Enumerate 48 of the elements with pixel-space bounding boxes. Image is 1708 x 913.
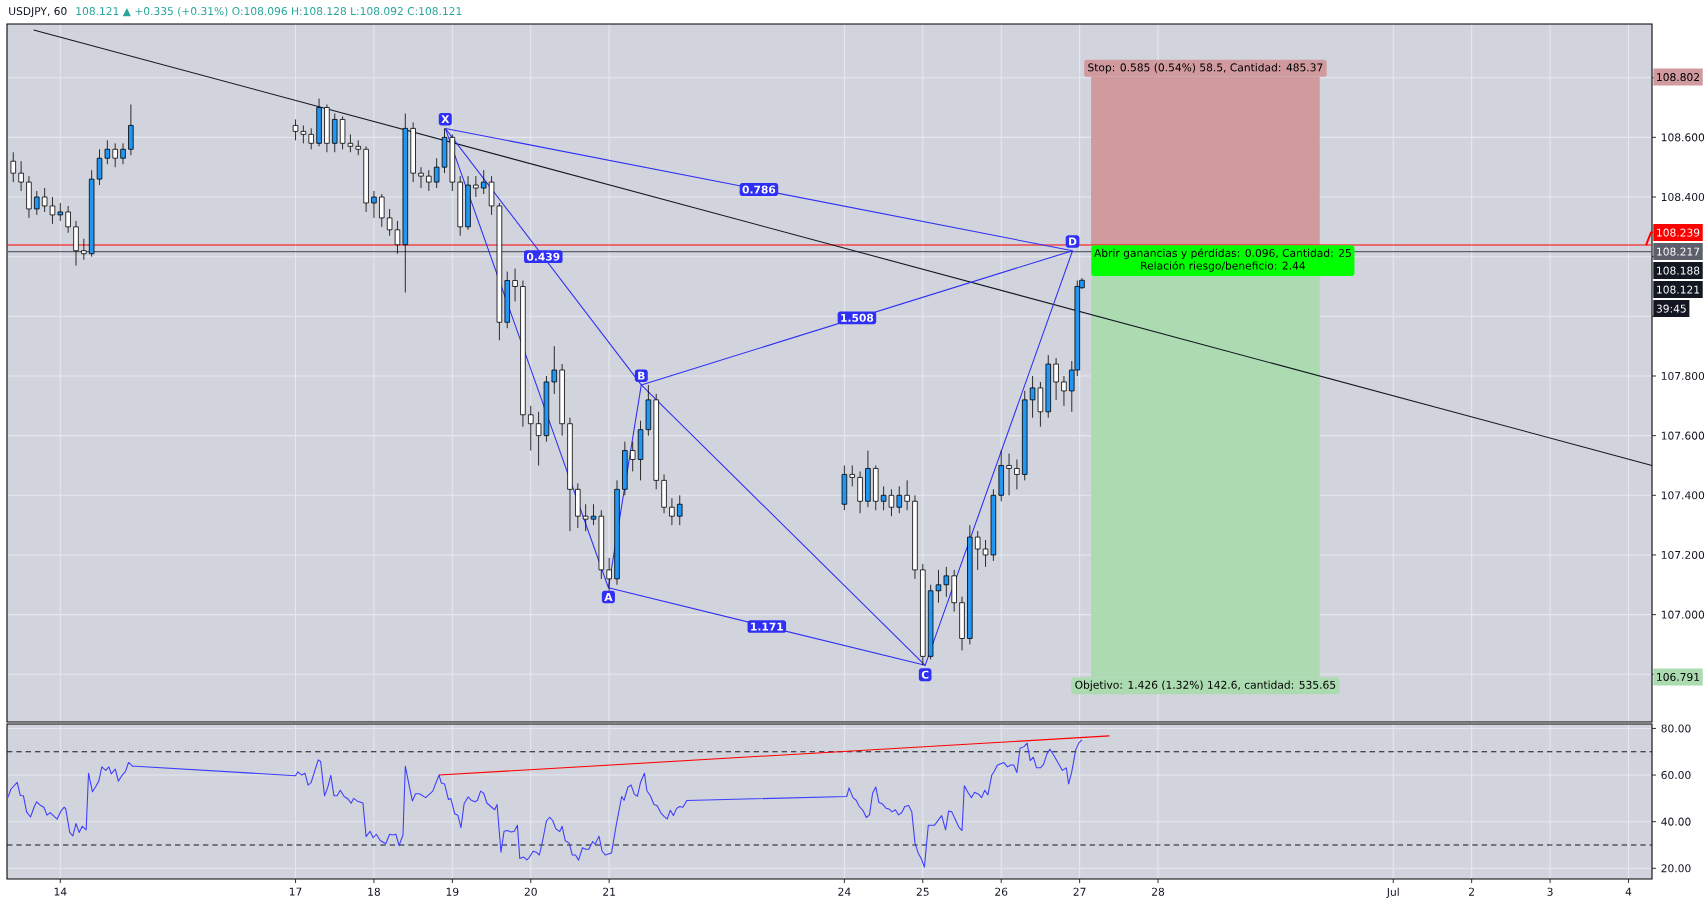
x-tick-label: 2: [1469, 887, 1474, 896]
annotation: 0.439: [526, 252, 560, 261]
y-tick-label: 107.200: [1661, 550, 1705, 559]
x-tick-label: 21: [603, 887, 615, 896]
annotation: C: [921, 670, 929, 679]
annotation: 1.171: [751, 622, 783, 631]
chart-title: USDJPY, 60: [9, 7, 67, 18]
x-tick-label: 28: [1152, 887, 1165, 896]
annotation: X: [441, 115, 450, 124]
y-tick-label: 108.400: [1661, 192, 1705, 202]
ref-line-label: 108.217: [1657, 247, 1700, 256]
y-tick-label: 107.600: [1661, 431, 1705, 440]
y-tick-label: 107.800: [1661, 371, 1705, 381]
band-label: Objetivo: 1.426 (1.32%) 142.6, cantidad: 535.65: [1075, 680, 1336, 691]
text: 108.802: [1657, 73, 1699, 82]
x-tick-label: 3: [1547, 887, 1553, 896]
x-tick-label: 26: [995, 887, 1008, 896]
text: 108.121: [1657, 285, 1700, 294]
x-tick-label: 20: [524, 887, 537, 896]
x-tick-label: 17: [289, 887, 302, 896]
annotation: 1.508: [841, 313, 874, 322]
x-tick-label: 19: [446, 887, 459, 896]
annotation: 0.786: [742, 185, 776, 194]
x-tick-label: 24: [838, 887, 851, 896]
y-tick-label: 40.00: [1661, 817, 1691, 826]
annotation: Relación riesgo/beneficio: 2.44: [1141, 260, 1306, 272]
ref-line-label: 108.239: [1657, 228, 1700, 237]
y-tick-label: 80.00: [1661, 724, 1691, 733]
x-tick-label: 14: [54, 887, 67, 896]
text: 106.791: [1657, 672, 1700, 681]
x-tick-label: 25: [916, 887, 929, 896]
x-tick-label: 4: [1625, 887, 1632, 896]
y-tick-label: 20.00: [1661, 864, 1691, 873]
annotation: Abrir ganancias y pérdidas: 0.096, Cantidad: 25: [1094, 248, 1351, 260]
annotation: B: [638, 371, 645, 380]
x-tick-label: Jul: [1386, 887, 1399, 898]
annotation: A: [604, 593, 613, 601]
band-label: Stop: 0.585 (0.54%) 58.5, Cantidad: 485.37: [1088, 63, 1323, 74]
y-tick-label: 107.400: [1661, 491, 1705, 500]
chart-subtitle: 108.121 ▲ +0.335 (+0.31%) O:108.096 H:108.128 L:108.092 C:108.121: [76, 6, 462, 17]
annotation: D: [1069, 237, 1077, 246]
x-tick-label: 18: [368, 887, 381, 896]
y-tick-label: 108.600: [1661, 133, 1705, 142]
text: 108.188: [1657, 266, 1700, 275]
y-tick-label: 107.000: [1661, 610, 1705, 619]
y-tick-label: 60.00: [1661, 771, 1691, 780]
x-tick-label: 27: [1073, 887, 1086, 896]
text: 39:45: [1656, 304, 1686, 313]
